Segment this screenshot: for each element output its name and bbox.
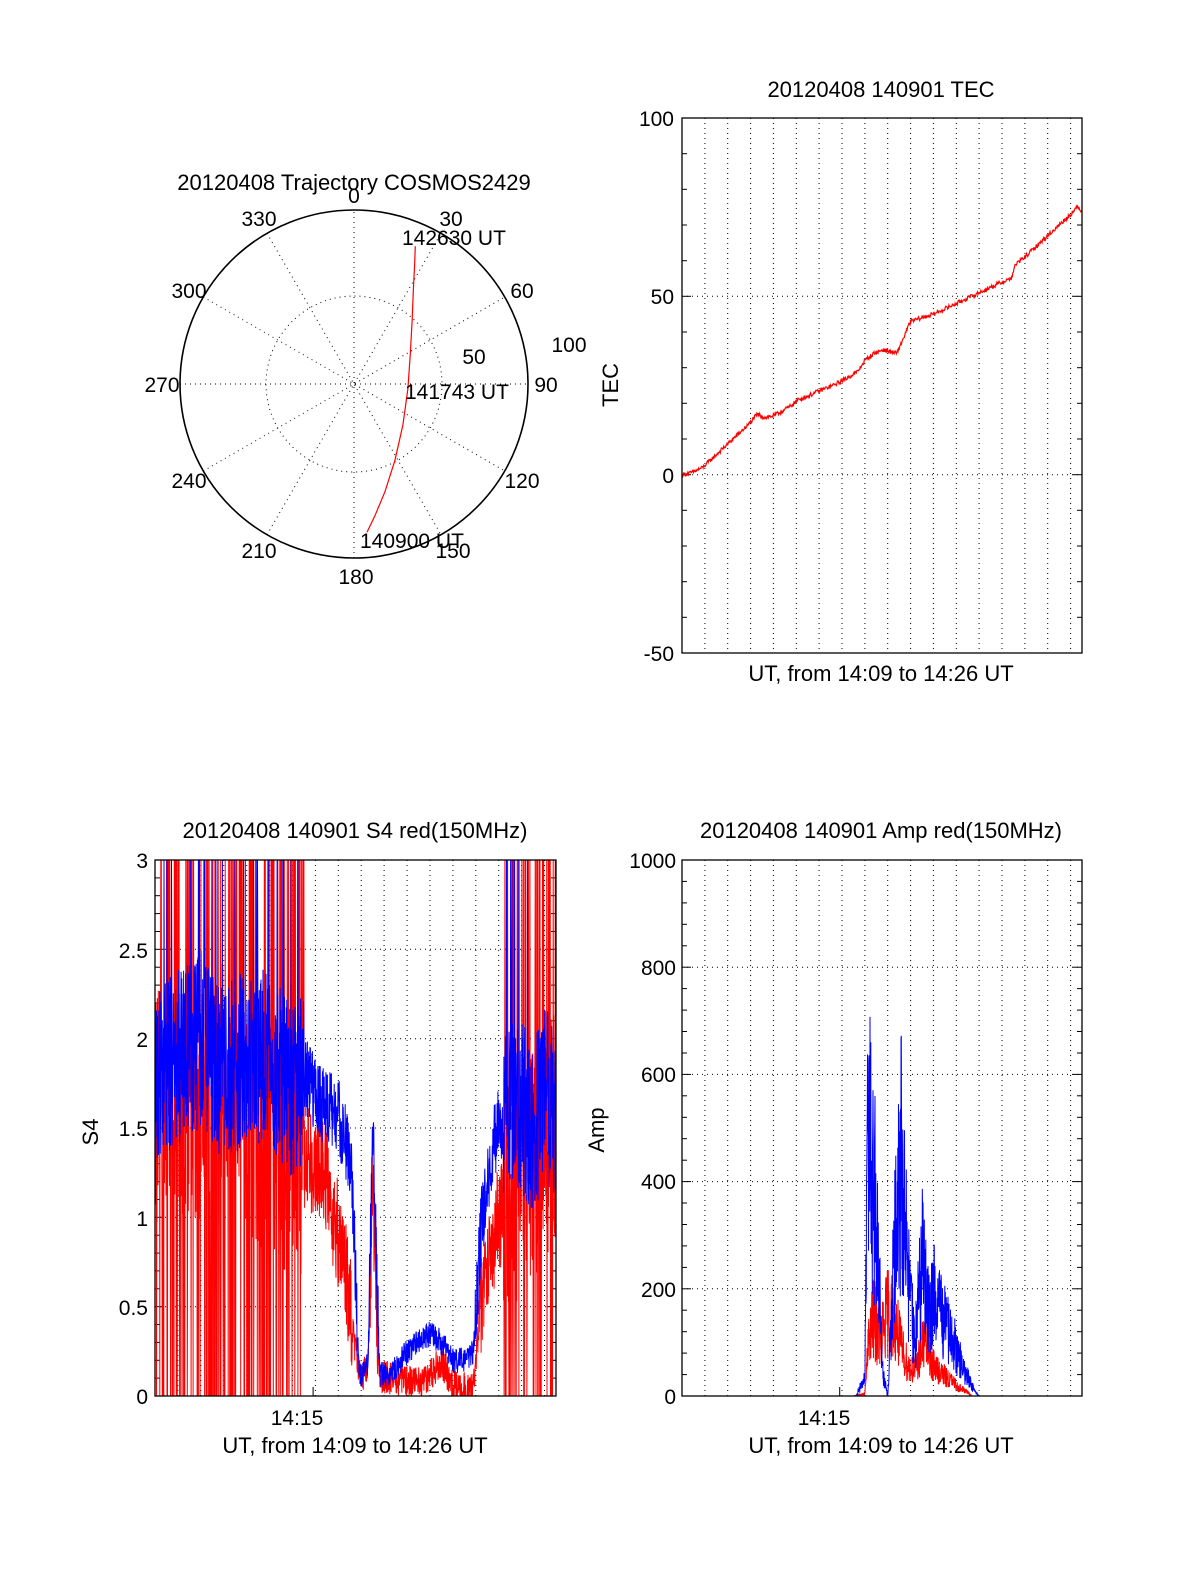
s4-ytick-0: 0	[136, 1386, 148, 1409]
azimuth-label-90: 90	[534, 374, 557, 397]
s4-series-red	[154, 859, 557, 1397]
azimuth-label-210: 210	[241, 540, 276, 563]
s4-ytick-0-5: 0.5	[119, 1297, 148, 1320]
polar-spoke-30	[266, 233, 442, 535]
s4-ytick-2: 2	[136, 1029, 148, 1052]
azimuth-label-240: 240	[171, 470, 206, 493]
amp-panel: 20120408 140901 Amp red(150MHz) 1000 800…	[584, 818, 1083, 1458]
tec-ytick-minus50: -50	[644, 643, 674, 666]
amp-title: 20120408 140901 Amp red(150MHz)	[700, 818, 1062, 843]
polar-grid-ring-50	[265, 295, 443, 473]
s4-ylabel: S4	[78, 1119, 103, 1146]
trajectory-label-end: 142630 UT	[402, 227, 506, 250]
tec-ylabel: TEC	[598, 363, 623, 407]
amp-xtick-1415: 14:15	[798, 1407, 851, 1430]
azimuth-label-270: 270	[144, 374, 179, 397]
trajectory-series-red	[366, 246, 416, 533]
s4-ytick-1: 1	[136, 1208, 148, 1231]
amp-xlabel: UT, from 14:09 to 14:26 UT	[748, 1433, 1013, 1458]
amp-ylabel: Amp	[584, 1107, 609, 1152]
azimuth-label-300: 300	[171, 280, 206, 303]
tec-ytick-0: 0	[662, 465, 674, 488]
azimuth-label-60: 60	[510, 280, 533, 303]
s4-ytick-1-5: 1.5	[119, 1118, 148, 1141]
azimuth-label-120: 120	[504, 470, 539, 493]
tec-plot-frame	[681, 117, 1083, 654]
tec-series-red	[681, 204, 1083, 479]
s4-ytick-2-5: 2.5	[119, 940, 148, 963]
radius-label-100: 100	[551, 334, 586, 357]
tec-xlabel: UT, from 14:09 to 14:26 UT	[748, 661, 1013, 686]
azimuth-label-30: 30	[439, 208, 462, 231]
azimuth-label-330: 330	[241, 208, 276, 231]
s4-xlabel: UT, from 14:09 to 14:26 UT	[222, 1433, 487, 1458]
amp-ytick-400: 400	[641, 1171, 676, 1194]
polar-trajectory-panel: 20120408 Trajectory COSMOS2429 0 30 60 9…	[144, 170, 586, 589]
s4-series-blue	[154, 859, 557, 1388]
tec-panel: 20120408 140901 TEC 100 50 0 -50 UT, fro…	[598, 77, 1083, 686]
polar-spokes	[180, 210, 528, 558]
amp-plot-frame	[681, 859, 1083, 1397]
azimuth-label-150: 150	[435, 540, 470, 563]
polar-spoke-150	[266, 233, 442, 535]
polar-title: 20120408 Trajectory COSMOS2429	[177, 170, 530, 195]
amp-ytick-1000: 1000	[629, 850, 676, 873]
amp-horizontal-grid	[682, 966, 1082, 1290]
tec-ytick-50: 50	[651, 286, 674, 309]
radius-label-50: 50	[462, 346, 485, 369]
s4-panel: 20120408 140901 S4 red(150MHz) 3 2.5 2 1…	[78, 818, 557, 1458]
s4-xtick-1415: 14:15	[271, 1407, 324, 1430]
amp-ytick-600: 600	[641, 1064, 676, 1087]
s4-ytick-3: 3	[136, 850, 148, 873]
tec-ytick-100: 100	[639, 108, 674, 131]
amp-ytick-200: 200	[641, 1279, 676, 1302]
azimuth-label-180: 180	[338, 566, 373, 589]
tec-horizontal-grid	[682, 295, 1082, 476]
s4-horizontal-grid	[155, 948, 556, 1308]
trajectory-label-start: 140900 UT	[360, 530, 464, 553]
s4-title: 20120408 140901 S4 red(150MHz)	[183, 818, 528, 843]
s4-plot-frame	[154, 859, 557, 1397]
polar-spoke-120	[203, 296, 505, 472]
trajectory-label-mid: 141743 UT	[405, 381, 509, 404]
tec-vertical-grid	[704, 118, 1072, 653]
polar-spoke-60	[203, 296, 505, 472]
amp-ytick-0: 0	[664, 1386, 676, 1409]
azimuth-label-0: 0	[348, 185, 360, 208]
amp-ytick-800: 800	[641, 957, 676, 980]
tec-title: 20120408 140901 TEC	[767, 77, 994, 102]
tec-minor-ticks	[682, 117, 1082, 654]
